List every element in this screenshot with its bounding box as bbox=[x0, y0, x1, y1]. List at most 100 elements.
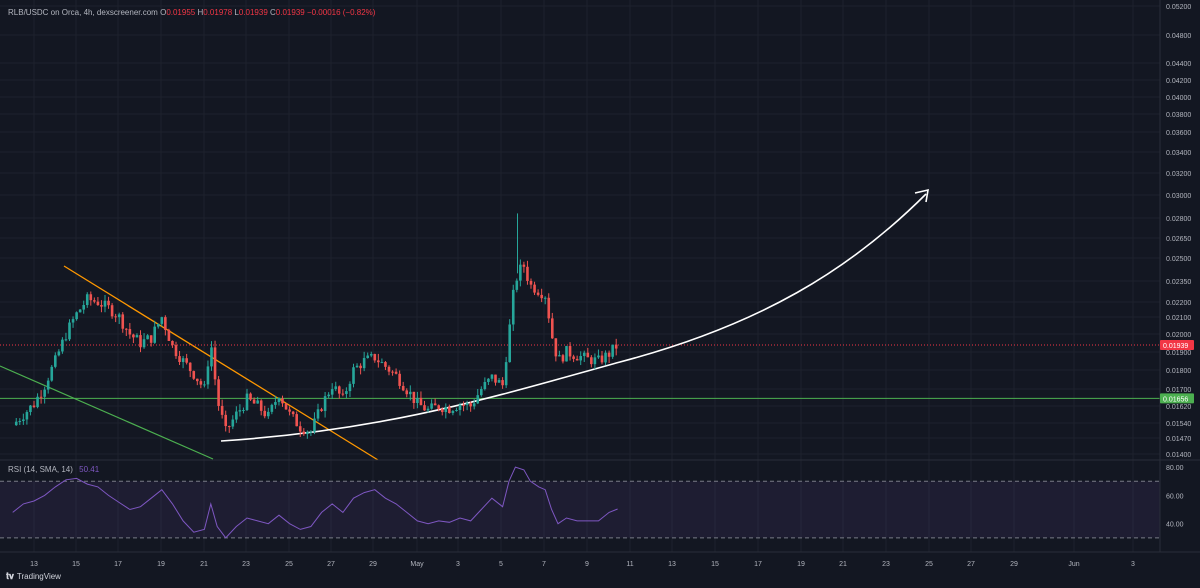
rsi-pane bbox=[0, 459, 1200, 539]
price-tick-label: 0.02100 bbox=[1166, 315, 1191, 322]
time-tick-label: 29 bbox=[369, 561, 377, 568]
candle-body bbox=[57, 351, 61, 356]
candle-body bbox=[139, 335, 142, 348]
candle-body bbox=[419, 397, 423, 406]
price-tick-label: 0.03800 bbox=[1166, 112, 1191, 119]
candle-body bbox=[487, 378, 490, 382]
candle-body bbox=[242, 410, 245, 412]
time-tick-label: 5 bbox=[499, 561, 503, 568]
tradingview-brand[interactable]: 𝐭𝐯 TradingView bbox=[6, 571, 61, 582]
candle-body bbox=[121, 314, 125, 329]
candle-body bbox=[433, 403, 437, 406]
time-tick-label: 17 bbox=[754, 561, 762, 568]
candle-body bbox=[178, 356, 181, 363]
candle-body bbox=[235, 411, 238, 420]
high-value: 0.01978 bbox=[203, 8, 233, 17]
symbol-label: RLB/USDC on Orca, 4h, dexscreener.com bbox=[8, 8, 158, 17]
candle-body bbox=[551, 318, 554, 339]
candle-body bbox=[85, 294, 89, 306]
candle-body bbox=[220, 405, 224, 415]
price-tick-label: 0.01400 bbox=[1166, 452, 1191, 459]
candle-body bbox=[430, 403, 433, 409]
rsi-band bbox=[0, 481, 1160, 538]
candle-body bbox=[217, 379, 220, 406]
candle-body bbox=[533, 284, 536, 293]
price-tick-label: 0.01800 bbox=[1166, 368, 1191, 375]
candle-body bbox=[39, 396, 43, 398]
candle-body bbox=[156, 323, 160, 327]
candle-body bbox=[409, 391, 412, 395]
candle-body bbox=[128, 329, 132, 335]
candle-body bbox=[274, 402, 277, 405]
candle-body bbox=[540, 294, 543, 299]
time-tick-label: 23 bbox=[242, 561, 250, 568]
time-tick-label: 27 bbox=[327, 561, 335, 568]
candle-body bbox=[345, 391, 348, 394]
candle-body bbox=[114, 316, 117, 318]
time-tick-label: 13 bbox=[30, 561, 38, 568]
candle-body bbox=[614, 344, 618, 349]
close-label: C bbox=[270, 8, 276, 17]
candle-body bbox=[306, 431, 309, 435]
candle-body bbox=[359, 365, 362, 369]
candle-body bbox=[391, 371, 394, 373]
candle-body bbox=[590, 357, 593, 365]
candle-body bbox=[458, 404, 462, 410]
projection-curve bbox=[220, 193, 927, 442]
candle-body bbox=[100, 305, 103, 307]
rsi-tick-label: 60.00 bbox=[1166, 493, 1184, 500]
candle-body bbox=[558, 355, 561, 357]
candle-body bbox=[43, 389, 46, 397]
candle-body bbox=[249, 393, 252, 400]
time-tick-label: 27 bbox=[967, 561, 975, 568]
ohlc-legend: RLB/USDC on Orca, 4h, dexscreener.com O0… bbox=[8, 8, 375, 17]
change-value: −0.00016 (−0.82%) bbox=[306, 8, 376, 17]
candle-body bbox=[412, 391, 416, 404]
candle-body bbox=[327, 394, 330, 397]
candle-body bbox=[586, 352, 590, 358]
candle-body bbox=[511, 289, 515, 325]
price-tick-label: 0.01540 bbox=[1166, 421, 1191, 428]
candle-body bbox=[572, 356, 575, 359]
rsi-line bbox=[12, 466, 618, 539]
candle-body bbox=[125, 328, 128, 330]
candle-body bbox=[309, 431, 313, 433]
price-tick-label: 0.04200 bbox=[1166, 78, 1191, 85]
candle-body bbox=[575, 358, 579, 361]
candle-body bbox=[227, 426, 231, 428]
low-label: L bbox=[234, 8, 239, 17]
candle-body bbox=[199, 381, 203, 385]
candle-body bbox=[61, 339, 64, 352]
candle-body bbox=[451, 410, 455, 414]
candle-body bbox=[508, 324, 511, 363]
candle-body bbox=[338, 386, 341, 394]
candle-body bbox=[181, 358, 185, 363]
candle-body bbox=[504, 362, 508, 386]
candle-body bbox=[448, 407, 451, 414]
candle-body bbox=[46, 380, 50, 390]
candle-body bbox=[579, 356, 582, 361]
candle-body bbox=[582, 352, 586, 357]
candle-body bbox=[472, 403, 476, 407]
projection-arrowhead bbox=[914, 188, 929, 203]
candle-body bbox=[547, 297, 551, 319]
candle-body bbox=[355, 365, 359, 368]
open-value: 0.01955 bbox=[166, 8, 196, 17]
candle-body bbox=[593, 357, 597, 365]
candle-body bbox=[68, 322, 71, 340]
candle-body bbox=[476, 395, 480, 404]
candle-body bbox=[164, 317, 167, 330]
candle-body bbox=[561, 355, 565, 362]
candle-body bbox=[103, 300, 107, 307]
price-tick-label: 0.04800 bbox=[1166, 33, 1191, 40]
candle-body bbox=[231, 419, 235, 427]
time-tick-label: 25 bbox=[925, 561, 933, 568]
candle-body bbox=[604, 352, 607, 363]
candle-body bbox=[185, 358, 188, 363]
time-tick-label: 19 bbox=[157, 561, 165, 568]
candle-body bbox=[132, 334, 135, 338]
candle-body bbox=[160, 317, 164, 324]
candle-body bbox=[71, 319, 75, 323]
candle-body bbox=[117, 314, 121, 318]
